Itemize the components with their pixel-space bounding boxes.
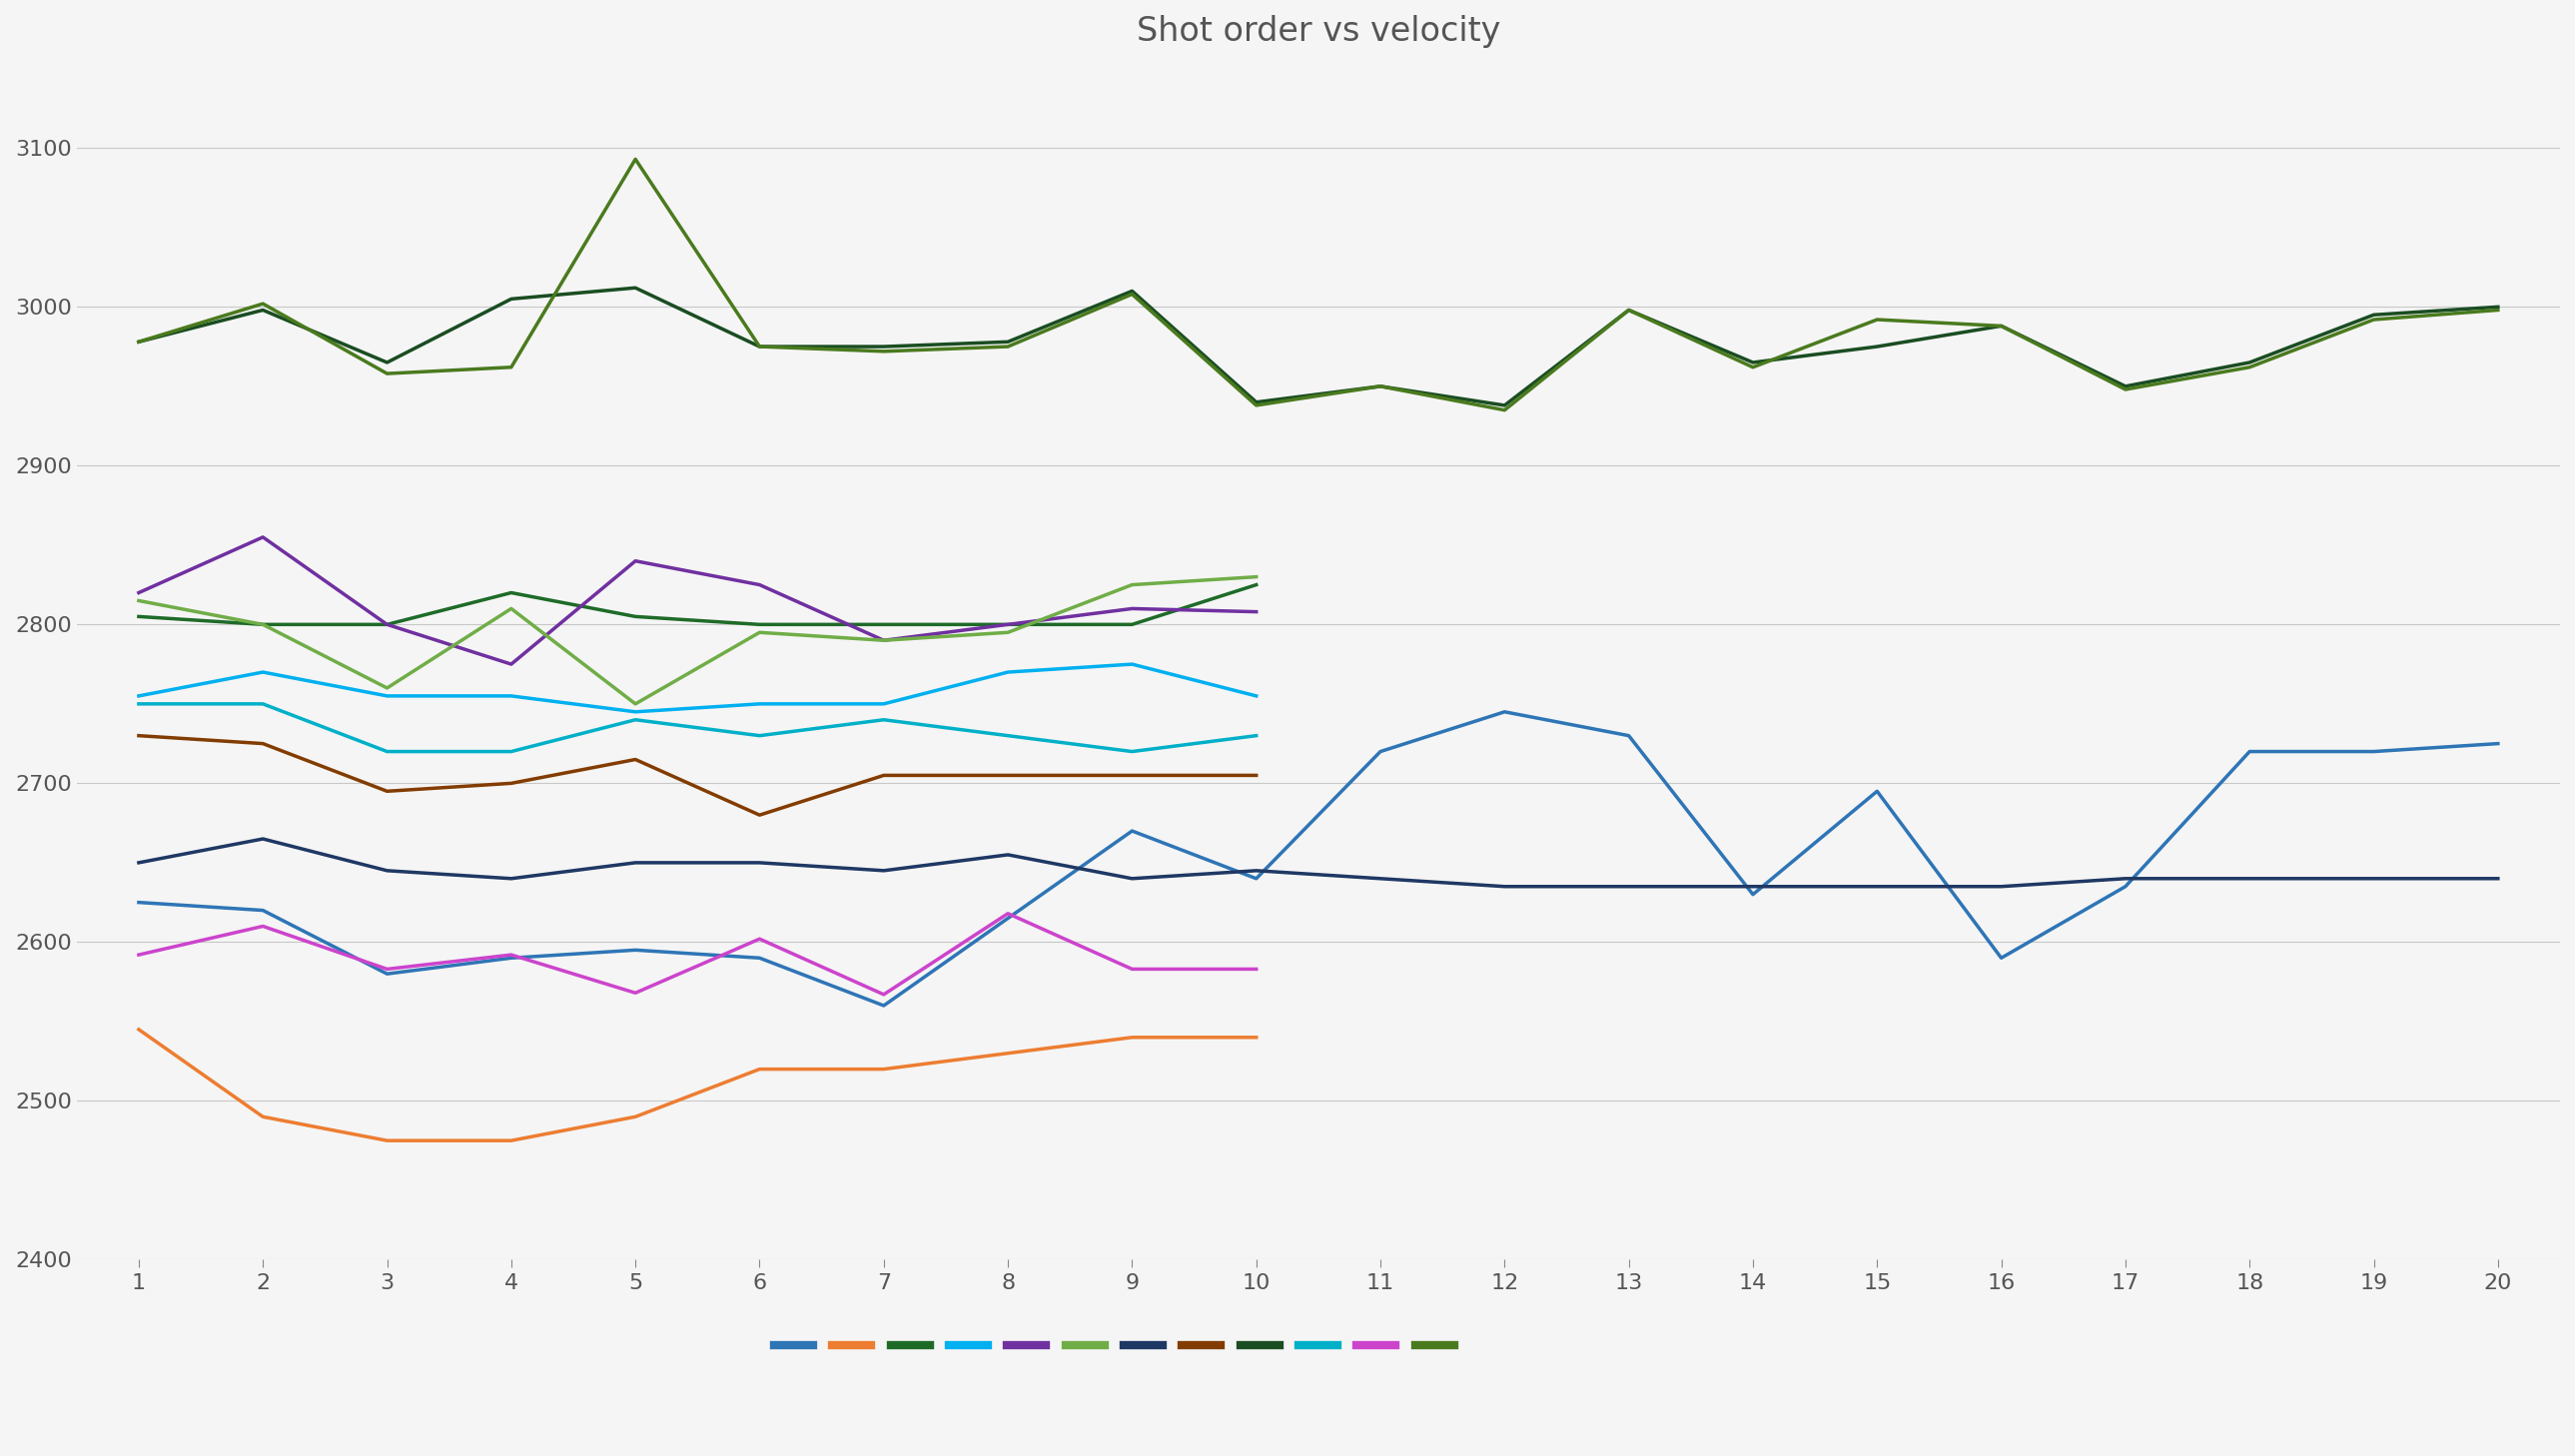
Legend: , , , , , , , , , , , : , , , , , , , , , , , <box>767 1332 1473 1360</box>
Title: Shot order vs velocity: Shot order vs velocity <box>1136 15 1501 48</box>
